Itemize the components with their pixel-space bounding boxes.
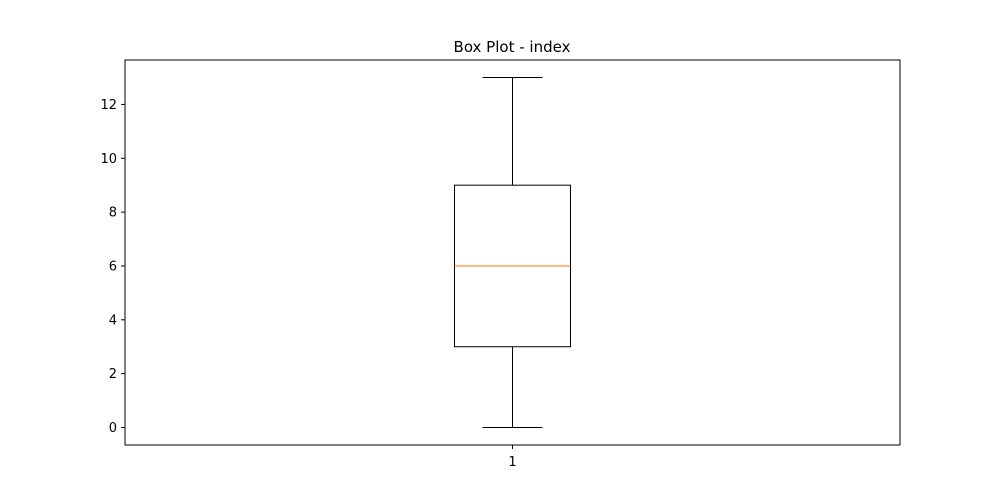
chart-title: Box Plot - index <box>454 38 571 56</box>
x-tick-label-0: 1 <box>508 455 516 470</box>
y-tick-label-5: 10 <box>100 152 117 167</box>
y-tick-label-3: 6 <box>109 259 117 274</box>
y-tick-label-0: 0 <box>109 421 117 436</box>
y-tick-label-1: 2 <box>109 367 117 382</box>
y-tick-label-4: 8 <box>109 206 117 221</box>
plot-area: 0 2 4 6 8 10 12 1 <box>100 59 901 470</box>
y-tick-label-2: 4 <box>109 313 117 328</box>
y-tick-label-6: 12 <box>100 98 117 113</box>
